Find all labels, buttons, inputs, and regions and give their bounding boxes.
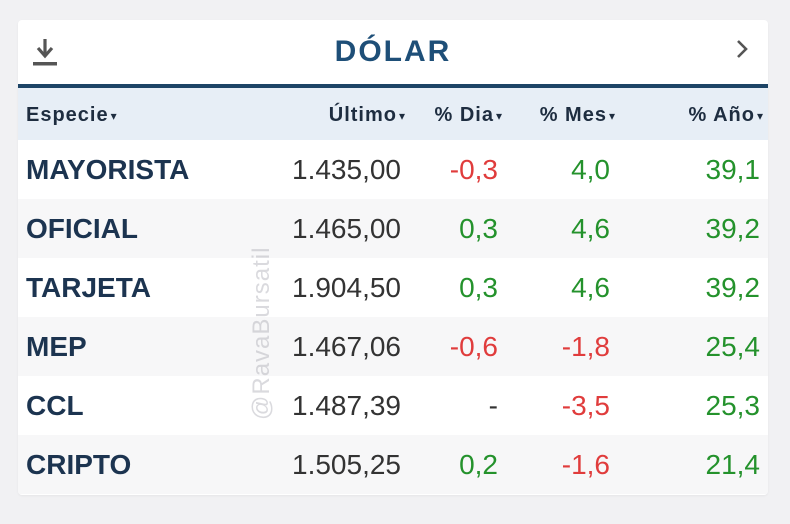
ultimo-cell: 1.435,00	[292, 154, 401, 185]
dia-cell: 0,2	[459, 449, 498, 480]
ultimo-cell: 1.487,39	[292, 390, 401, 421]
table-row[interactable]: MAYORISTA 1.435,00 -0,3 4,0 39,1	[18, 140, 768, 199]
anio-cell: 21,4	[705, 449, 761, 480]
quotes-table-body: MAYORISTA 1.435,00 -0,3 4,0 39,1 OFICIAL…	[18, 140, 768, 494]
especie-cell[interactable]: MEP	[26, 331, 87, 362]
especie-cell[interactable]: MAYORISTA	[26, 154, 190, 185]
card-header: DÓLAR	[18, 20, 768, 88]
ultimo-cell: 1.465,00	[292, 213, 401, 244]
table-row[interactable]: CCL 1.487,39 - -3,5 25,3	[18, 376, 768, 435]
col-mes-header[interactable]: % Mes ▾	[539, 104, 616, 126]
sort-caret-icon: ▾	[398, 109, 406, 123]
especie-cell[interactable]: OFICIAL	[26, 213, 138, 244]
anio-cell: 39,2	[705, 213, 761, 244]
anio-cell: 25,3	[705, 390, 761, 421]
dia-cell: 0,3	[459, 272, 498, 303]
card-title: DÓLAR	[334, 35, 452, 68]
ultimo-cell: 1.904,50	[292, 272, 401, 303]
col-especie-header[interactable]: Especie ▾	[26, 104, 118, 126]
mes-cell: -1,8	[561, 331, 610, 362]
download-icon[interactable]	[30, 36, 60, 68]
dia-cell: 0,3	[459, 213, 498, 244]
sort-caret-icon: ▾	[110, 109, 118, 123]
table-row[interactable]: TARJETA 1.904,50 0,3 4,6 39,2	[18, 258, 768, 317]
sort-caret-icon: ▾	[756, 109, 764, 123]
dia-cell: -	[488, 390, 498, 421]
especie-cell[interactable]: CCL	[26, 390, 84, 421]
mes-cell: -1,6	[561, 449, 610, 480]
mes-cell: 4,6	[571, 213, 610, 244]
table-row[interactable]: MEP 1.467,06 -0,6 -1,8 25,4	[18, 317, 768, 376]
anio-cell: 25,4	[705, 331, 761, 362]
dia-cell: -0,3	[449, 154, 498, 185]
ultimo-cell: 1.505,25	[292, 449, 401, 480]
ultimo-cell: 1.467,06	[292, 331, 401, 362]
table-row[interactable]: OFICIAL 1.465,00 0,3 4,6 39,2	[18, 199, 768, 258]
anio-cell: 39,2	[705, 272, 761, 303]
column-header-row: Especie ▾ Último ▾ % Dia ▾ % Mes ▾ % Año ▾	[18, 88, 768, 140]
sort-caret-icon: ▾	[495, 109, 503, 123]
col-ultimo-header[interactable]: Último ▾	[328, 104, 406, 126]
mes-cell: 4,0	[571, 154, 610, 185]
anio-cell: 39,1	[705, 154, 761, 185]
table-row[interactable]: CRIPTO 1.505,25 0,2 -1,6 21,4	[18, 435, 768, 494]
dolar-quotes-card: DÓLAR Especie ▾ Último ▾ % Dia ▾ % Mes ▾ % A…	[18, 20, 768, 495]
especie-cell[interactable]: TARJETA	[26, 272, 151, 303]
dia-cell: -0,6	[449, 331, 498, 362]
col-anio-header[interactable]: % Año ▾	[688, 104, 764, 126]
especie-cell[interactable]: CRIPTO	[26, 449, 132, 480]
mes-cell: 4,6	[571, 272, 610, 303]
mes-cell: -3,5	[561, 390, 610, 421]
col-dia-header[interactable]: % Dia ▾	[434, 104, 503, 126]
chevron-right-icon[interactable]	[734, 38, 750, 60]
sort-caret-icon: ▾	[608, 109, 616, 123]
